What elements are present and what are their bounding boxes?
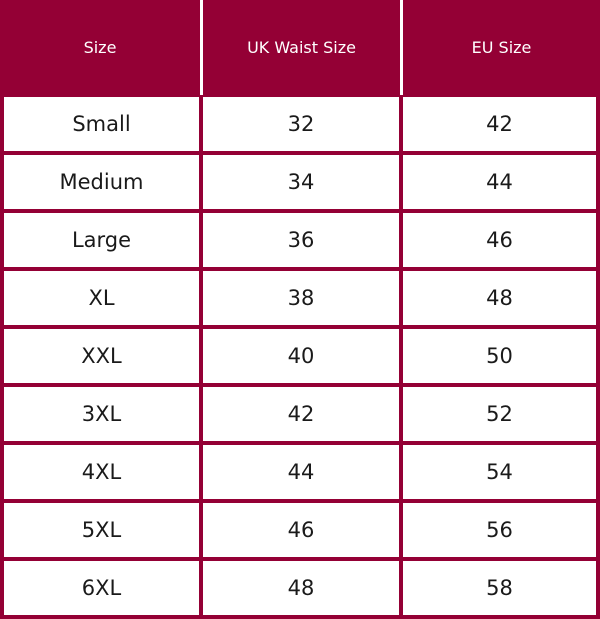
cell-eu-size: 58 xyxy=(403,561,596,615)
cell-size: Medium xyxy=(4,155,199,209)
table-row: XL 38 48 xyxy=(4,271,596,325)
cell-uk-waist: 48 xyxy=(203,561,399,615)
cell-uk-waist: 34 xyxy=(203,155,399,209)
cell-eu-size: 48 xyxy=(403,271,596,325)
cell-uk-waist: 42 xyxy=(203,387,399,441)
cell-uk-waist: 36 xyxy=(203,213,399,267)
cell-size: XL xyxy=(4,271,199,325)
cell-eu-size: 54 xyxy=(403,445,596,499)
cell-size: XXL xyxy=(4,329,199,383)
cell-uk-waist: 40 xyxy=(203,329,399,383)
cell-uk-waist: 38 xyxy=(203,271,399,325)
cell-size: 4XL xyxy=(4,445,199,499)
table-row: 4XL 44 54 xyxy=(4,445,596,499)
table-row: Medium 34 44 xyxy=(4,155,596,209)
header-size: Size xyxy=(83,38,117,57)
cell-size: Small xyxy=(4,97,199,151)
table-row: Large 36 46 xyxy=(4,213,596,267)
table-row: 3XL 42 52 xyxy=(4,387,596,441)
cell-eu-size: 42 xyxy=(403,97,596,151)
header-uk-waist-size: UK Waist Size xyxy=(200,0,400,95)
cell-uk-waist: 32 xyxy=(203,97,399,151)
cell-eu-size: 50 xyxy=(403,329,596,383)
cell-eu-size: 56 xyxy=(403,503,596,557)
cell-uk-waist: 46 xyxy=(203,503,399,557)
cell-eu-size: 44 xyxy=(403,155,596,209)
table-row: 6XL 48 58 xyxy=(4,561,596,615)
table-body: Small 32 42 Medium 34 44 Large 36 46 XL … xyxy=(4,97,596,619)
cell-size: 6XL xyxy=(4,561,199,615)
cell-eu-size: 46 xyxy=(403,213,596,267)
table-header-row: Size UK Waist Size EU Size xyxy=(0,0,600,95)
table-row: 5XL 46 56 xyxy=(4,503,596,557)
cell-size: 5XL xyxy=(4,503,199,557)
table-row: XXL 40 50 xyxy=(4,329,596,383)
cell-uk-waist: 44 xyxy=(203,445,399,499)
table-row: Small 32 42 xyxy=(4,97,596,151)
header-eu-size: EU Size xyxy=(400,0,600,95)
cell-size: Large xyxy=(4,213,199,267)
cell-size: 3XL xyxy=(4,387,199,441)
cell-eu-size: 52 xyxy=(403,387,596,441)
